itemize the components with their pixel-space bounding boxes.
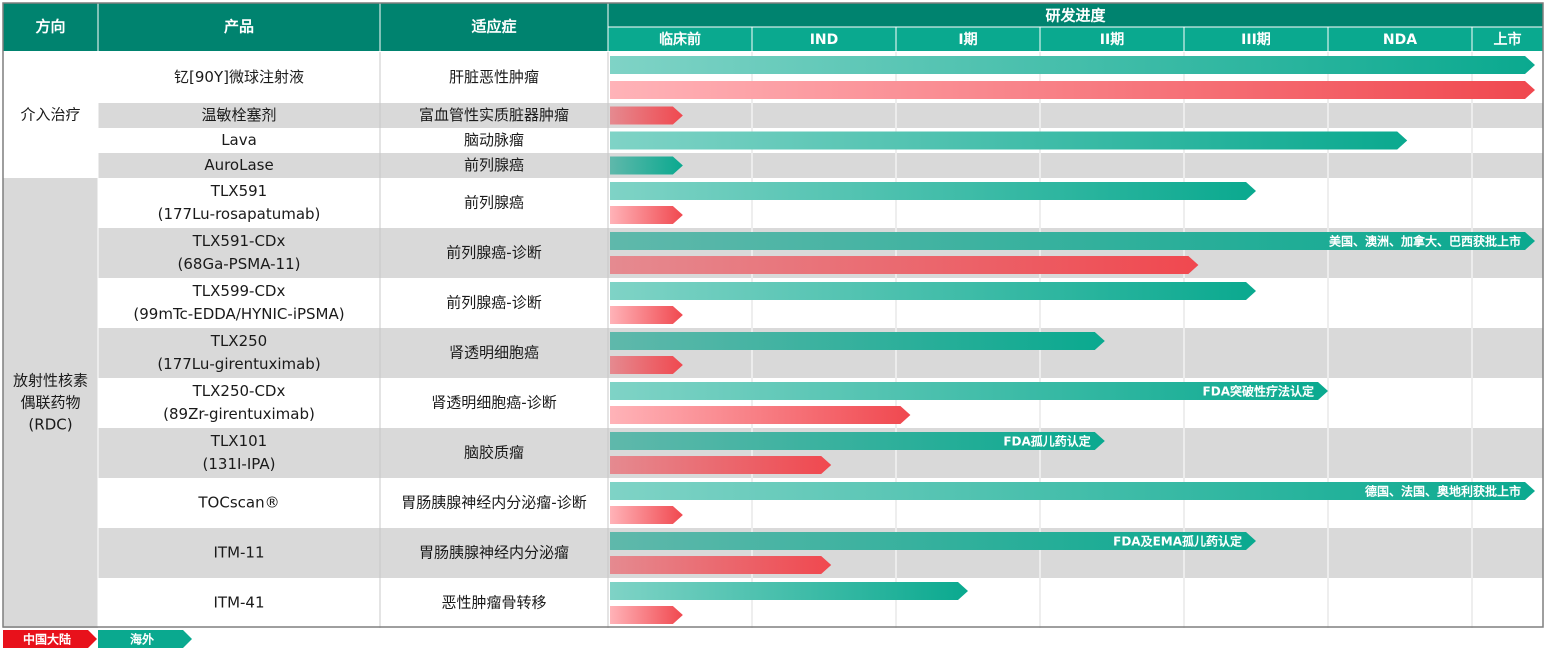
overseas-bar [610, 382, 1328, 400]
product-name: (131I-IPA) [203, 455, 276, 473]
table-row [98, 103, 1543, 128]
product-name: TLX591 [210, 182, 267, 200]
china-bar [610, 356, 683, 374]
direction-label: 偶联药物 [20, 394, 80, 412]
indication-label: 肝脏恶性肿瘤 [449, 68, 539, 86]
china-bar [610, 256, 1199, 274]
direction-label: 放射性核素 [13, 372, 88, 390]
overseas-bar [610, 532, 1256, 550]
direction-label: (RDC) [28, 416, 72, 434]
product-name: 钇[90Y]微球注射液 [174, 68, 304, 86]
table-frame [2, 2, 1544, 628]
indication-label: 胃肠胰腺神经内分泌瘤-诊断 [401, 494, 586, 512]
stage-label: 上市 [1494, 31, 1522, 48]
direction-cell [3, 178, 98, 628]
china-bar [610, 556, 832, 574]
indication-label: 前列腺癌 [464, 156, 524, 174]
overseas-bar [610, 332, 1105, 350]
header-progress: 研发进度 [1045, 7, 1106, 25]
indication-label: 脑动脉瘤 [464, 131, 524, 149]
product-name: (68Ga-PSMA-11) [178, 255, 301, 273]
header-direction: 方向 [35, 18, 65, 36]
product-name: TLX101 [210, 432, 267, 450]
stage-label: II期 [1100, 32, 1124, 48]
stage-header-bar [608, 27, 1543, 51]
indication-label: 胃肠胰腺神经内分泌瘤 [419, 544, 569, 562]
product-name: TOCscan® [197, 494, 279, 512]
china-bar [610, 206, 683, 224]
indication-label: 恶性肿瘤骨转移 [441, 594, 546, 612]
product-name: (177Lu-girentuximab) [157, 355, 320, 373]
legend-overseas-swatch [98, 630, 192, 648]
header-indication: 适应症 [471, 18, 516, 36]
overseas-bar [610, 432, 1105, 450]
overseas-note: FDA孤儿药认定 [1003, 434, 1090, 449]
product-name: TLX250-CDx [192, 382, 286, 400]
overseas-bar [610, 56, 1535, 74]
product-name: (89Zr-girentuximab) [163, 405, 315, 423]
product-name: Lava [221, 131, 257, 149]
china-bar [610, 306, 683, 324]
product-name: (99mTc-EDDA/HYNIC-iPSMA) [133, 305, 344, 323]
legend-overseas-label: 海外 [130, 632, 154, 647]
indication-label: 肾透明细胞癌 [449, 344, 539, 362]
stage-label: I期 [958, 32, 977, 48]
stage-label: 临床前 [659, 31, 701, 48]
direction-cell [3, 52, 98, 178]
overseas-bar [610, 232, 1535, 250]
overseas-bar [610, 131, 1408, 150]
product-name: AuroLase [204, 156, 273, 174]
product-name: ITM-11 [213, 544, 264, 562]
product-name: TLX250 [210, 332, 267, 350]
china-bar [610, 81, 1535, 99]
overseas-bar [610, 156, 683, 175]
china-bar [610, 106, 683, 125]
indication-label: 肾透明细胞癌-诊断 [431, 394, 556, 412]
indication-label: 前列腺癌 [464, 194, 524, 212]
product-name: 温敏栓塞剂 [201, 106, 276, 124]
stage-label: IND [810, 32, 839, 48]
overseas-bar [610, 482, 1535, 500]
legend-china-label: 中国大陆 [23, 632, 71, 647]
product-name: ITM-41 [213, 594, 264, 612]
indication-label: 脑胶质瘤 [464, 444, 524, 462]
china-bar [610, 506, 683, 524]
stage-label: III期 [1241, 32, 1271, 48]
overseas-note: FDA及EMA孤儿药认定 [1113, 534, 1242, 549]
overseas-note: FDA突破性疗法认定 [1203, 384, 1314, 399]
header-product: 产品 [224, 18, 254, 36]
overseas-note: 美国、澳洲、加拿大、巴西获批上市 [1329, 234, 1521, 249]
china-bar [610, 406, 911, 424]
china-bar [610, 606, 683, 624]
direction-label: 介入治疗 [20, 106, 80, 124]
indication-label: 前列腺癌-诊断 [446, 244, 541, 262]
product-name: (177Lu-rosapatumab) [158, 205, 321, 223]
indication-label: 富血管性实质脏器肿瘤 [419, 106, 569, 124]
product-name: TLX599-CDx [192, 282, 286, 300]
product-name: TLX591-CDx [192, 232, 286, 250]
china-bar [610, 456, 832, 474]
table-row [98, 153, 1543, 178]
overseas-bar [610, 182, 1256, 200]
indication-label: 前列腺癌-诊断 [446, 294, 541, 312]
overseas-note: 德国、法国、奥地利获批上市 [1365, 484, 1521, 499]
stage-label: NDA [1383, 32, 1417, 48]
legend-china-swatch [3, 630, 97, 648]
overseas-bar [610, 282, 1256, 300]
overseas-bar [610, 582, 968, 600]
